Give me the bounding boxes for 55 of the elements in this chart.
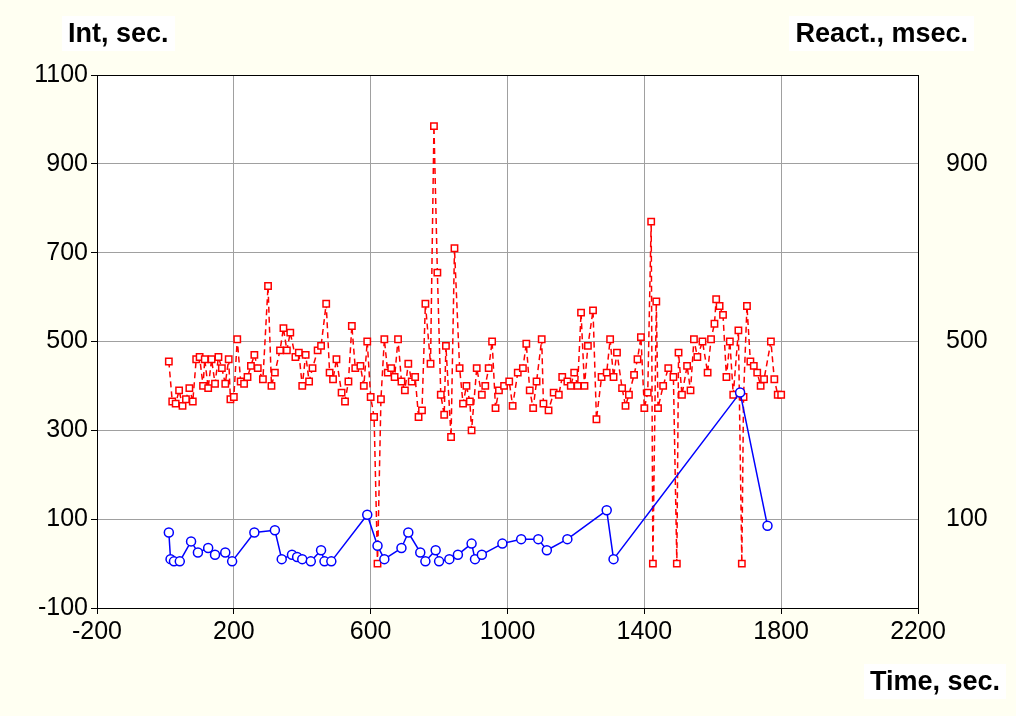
point [220,547,231,558]
x-tick-label: 1400 [616,615,673,644]
y-tick-label: 500 [46,325,88,354]
y-axis-title: Int, sec. [62,16,175,51]
y-tick-label: 1100 [34,58,88,87]
x-tick-label: 200 [212,615,255,644]
point [209,549,221,560]
point [533,533,544,545]
y-tick-label: 100 [46,503,88,532]
point [444,553,455,565]
y2-tick-label: 900 [946,147,988,176]
point [497,538,508,549]
point [305,556,317,567]
y-tick-label: 300 [46,414,88,443]
point [249,527,260,538]
point [608,553,619,565]
point [433,556,445,567]
point [226,556,238,567]
y-tick-label: 900 [46,147,88,176]
point [379,553,390,565]
point [362,509,373,520]
x-tick-label: 600 [349,615,392,644]
point [276,553,287,565]
point [403,527,414,538]
point [163,527,175,538]
point [396,542,407,554]
point [185,536,197,547]
y2-tick-label: 100 [946,503,988,532]
point [430,545,441,556]
point [174,556,186,567]
x-tick-label: 1000 [479,615,536,644]
point [326,556,337,567]
point [269,525,281,536]
point [372,540,383,552]
point [202,542,214,554]
point [476,549,488,560]
point [297,553,308,565]
y2-axis-title: React., msec. [789,16,974,51]
x-tick-label: 1800 [753,615,809,644]
x-tick-label: 2200 [890,615,946,644]
point [762,520,773,532]
point [420,556,431,567]
point [562,533,573,545]
point [315,545,327,556]
point [192,547,204,558]
y-tick-label: 700 [46,236,88,265]
y2-tick-label: 500 [946,325,988,354]
point [541,545,553,556]
point [452,549,464,560]
point [515,533,527,545]
point [415,547,426,558]
x-axis-title: Time, sec. [863,664,1006,699]
point [466,538,477,549]
point [734,387,746,398]
point [601,505,612,516]
